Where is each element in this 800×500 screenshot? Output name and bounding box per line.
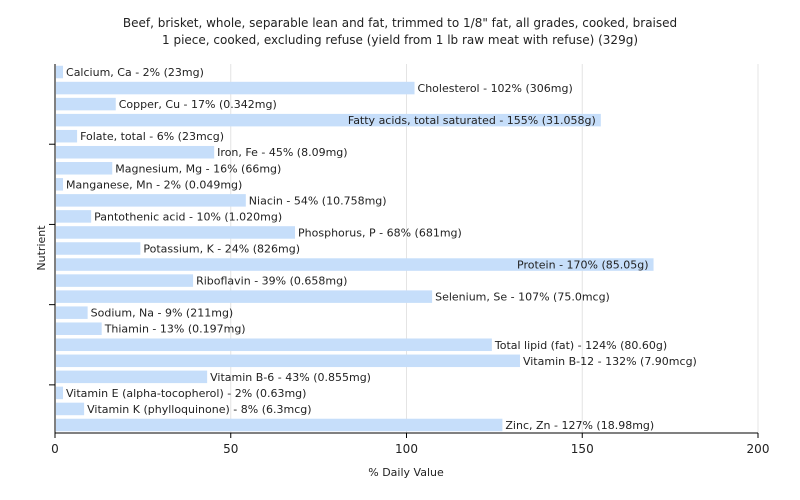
bar-label-21: Vitamin K (phylloquinone) - 8% (6.3mcg) xyxy=(87,403,311,416)
bar-label-0: Calcium, Ca - 2% (23mg) xyxy=(66,66,204,79)
bar-label-5: Iron, Fe - 45% (8.09mg) xyxy=(217,146,347,159)
chart-title: Beef, brisket, whole, separable lean and… xyxy=(122,16,678,30)
bar-18 xyxy=(56,354,520,368)
bar-label-10: Phosphorus, P - 68% (681mg) xyxy=(298,226,462,239)
bar-16 xyxy=(56,322,102,335)
bar-label-15: Sodium, Na - 9% (211mg) xyxy=(91,307,234,320)
bar-15 xyxy=(56,306,88,319)
bar-14 xyxy=(56,290,433,303)
bar-19 xyxy=(56,370,208,384)
bar-17 xyxy=(56,338,492,352)
bar-label-7: Manganese, Mn - 2% (0.049mg) xyxy=(66,178,242,191)
x-tick-label-200: 200 xyxy=(747,442,770,456)
bar-label-1: Cholesterol - 102% (306mg) xyxy=(418,82,573,95)
bar-label-6: Magnesium, Mg - 16% (66mg) xyxy=(115,162,281,175)
x-tick-label-100: 100 xyxy=(395,442,418,456)
x-tick-label-50: 50 xyxy=(223,442,238,456)
bar-20 xyxy=(56,386,64,400)
bar-label-3: Fatty acids, total saturated - 155% (31.… xyxy=(348,114,596,127)
x-tick-label-0: 0 xyxy=(51,442,59,456)
bar-layer: Calcium, Ca - 2% (23mg) Cholesterol - 102… xyxy=(56,65,697,432)
bar-5 xyxy=(56,145,215,159)
bar-7 xyxy=(56,178,64,191)
chart-subtitle: 1 piece, cooked, excluding refuse (yield… xyxy=(162,33,638,47)
bar-label-14: Selenium, Se - 107% (75.0mcg) xyxy=(435,291,610,304)
x-axis-label: % Daily Value xyxy=(368,466,444,479)
bar-2 xyxy=(56,97,116,111)
bar-label-4: Folate, total - 6% (23mcg) xyxy=(80,130,224,143)
bar-label-20: Vitamin E (alpha-tocopherol) - 2% (0.63m… xyxy=(66,387,306,400)
bar-0 xyxy=(56,65,64,79)
bar-21 xyxy=(56,402,85,416)
bar-label-9: Pantothenic acid - 10% (1.020mg) xyxy=(94,210,282,223)
bar-label-22: Zinc, Zn - 127% (18.98mg) xyxy=(505,419,654,432)
bar-8 xyxy=(56,194,246,207)
bar-1 xyxy=(56,81,415,95)
bar-label-18: Vitamin B-12 - 132% (7.90mcg) xyxy=(523,355,697,368)
bar-label-11: Potassium, K - 24% (826mg) xyxy=(143,243,300,256)
bar-label-17: Total lipid (fat) - 124% (80.60g) xyxy=(494,339,667,352)
bar-13 xyxy=(56,274,194,287)
bar-label-19: Vitamin B-6 - 43% (0.855mg) xyxy=(210,371,371,384)
bar-label-12: Protein - 170% (85.05g) xyxy=(517,259,649,272)
bar-label-13: Riboflavin - 39% (0.658mg) xyxy=(196,275,347,288)
bar-label-16: Thiamin - 13% (0.197mg) xyxy=(104,323,246,336)
bar-12 xyxy=(56,258,654,271)
bar-11 xyxy=(56,242,141,255)
x-tick-label-150: 150 xyxy=(571,442,594,456)
bar-4 xyxy=(56,129,78,143)
bar-label-8: Niacin - 54% (10.758mg) xyxy=(249,194,387,207)
bar-22 xyxy=(56,418,503,432)
bar-9 xyxy=(56,210,92,223)
bar-3 xyxy=(56,113,601,127)
bar-10 xyxy=(56,226,296,239)
bar-6 xyxy=(56,162,113,175)
bar-label-2: Copper, Cu - 17% (0.342mg) xyxy=(119,98,277,111)
axis-layer: 0 50 100 150 200 xyxy=(49,64,769,456)
y-axis-label: Nutrient xyxy=(35,225,48,271)
